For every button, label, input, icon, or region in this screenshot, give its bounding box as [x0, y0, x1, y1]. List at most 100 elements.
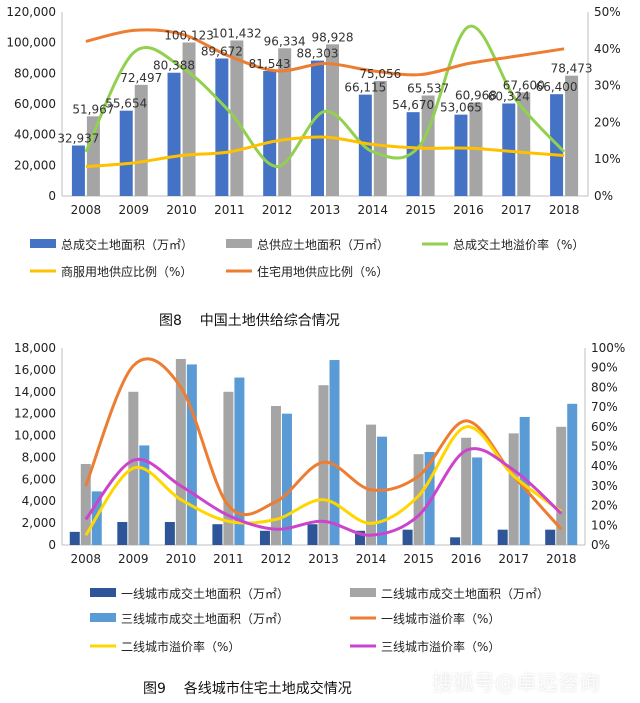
y-tick-label: 12,000 [14, 407, 56, 421]
bar [472, 457, 483, 545]
legend-swatch [90, 613, 116, 622]
series-line [84, 24, 566, 169]
y2-tick-label: 50% [594, 5, 621, 19]
x-tick-label: 2017 [501, 203, 532, 217]
y2-tick-label: 40% [594, 42, 621, 56]
x-tick-label: 2010 [166, 552, 197, 566]
bar [259, 530, 270, 545]
bar [329, 360, 340, 545]
y2-tick-label: 90% [591, 361, 618, 375]
data-label: 66,400 [536, 80, 578, 94]
data-label: 98,928 [312, 30, 354, 44]
bar [71, 145, 85, 196]
y-tick-label: 14,000 [14, 385, 56, 399]
bar [186, 364, 197, 545]
bar [182, 42, 196, 197]
data-label: 65,537 [407, 82, 449, 96]
x-tick-label: 2013 [310, 203, 341, 217]
y-tick-label: 2,000 [22, 516, 56, 530]
legend-label: 住宅用地供应比例（%） [257, 264, 388, 279]
bar [281, 413, 292, 545]
legend-swatch [90, 588, 116, 597]
bar [307, 524, 318, 545]
bar [355, 530, 366, 545]
y-tick-label: 100,000 [6, 36, 56, 50]
bar [373, 80, 387, 196]
data-label: 88,303 [297, 47, 339, 61]
y-tick-label: 120,000 [6, 5, 56, 19]
bar [134, 84, 148, 196]
bar [567, 403, 578, 545]
bar [215, 58, 229, 197]
legend-label: 总供应土地面积（万㎡） [257, 237, 389, 252]
data-label: 66,115 [344, 81, 386, 95]
bar [402, 529, 413, 545]
y2-tick-label: 0% [591, 538, 610, 552]
data-label: 51,967 [72, 102, 114, 116]
legend-label: 三线城市溢价率（%） [381, 639, 500, 654]
bar [366, 424, 377, 545]
bar [545, 529, 556, 545]
data-label: 78,473 [551, 62, 593, 76]
data-label: 101,432 [212, 26, 262, 40]
x-tick-label: 2010 [166, 203, 197, 217]
x-tick-label: 2015 [405, 203, 436, 217]
x-tick-label: 2016 [451, 552, 482, 566]
legend-label: 总成交土地面积（万㎡） [61, 237, 193, 252]
series-line [84, 425, 563, 537]
bar [311, 60, 324, 196]
x-tick-label: 2014 [356, 552, 387, 566]
bar [234, 377, 245, 545]
x-tick-label: 2011 [214, 203, 245, 217]
data-label: 32,937 [57, 131, 99, 145]
watermark-text: 搜狐号@卓远咨询 [432, 671, 600, 695]
bar [565, 75, 579, 196]
legend-label: 总成交土地溢价率（%） [453, 237, 584, 252]
y2-tick-label: 10% [594, 152, 621, 166]
y2-tick-label: 30% [591, 479, 618, 493]
figure-9-caption: 图9 各线城市住宅土地成交情况 [143, 681, 352, 697]
x-tick-label: 2012 [261, 552, 292, 566]
data-label: 96,334 [264, 34, 306, 48]
series-line [85, 135, 565, 169]
x-tick-label: 2014 [358, 203, 389, 217]
series-line [84, 357, 563, 531]
data-label: 81,543 [249, 57, 291, 71]
bar [424, 451, 435, 545]
data-label: 89,672 [201, 45, 243, 59]
data-label: 60,324 [488, 90, 530, 104]
bar [117, 522, 128, 545]
data-label: 67,600 [503, 78, 545, 92]
data-label: 55,654 [105, 97, 147, 111]
y2-tick-label: 20% [594, 115, 621, 129]
y-tick-label: 18,000 [14, 341, 56, 355]
x-tick-label: 2012 [262, 203, 293, 217]
bar [461, 437, 472, 545]
series-line [84, 447, 563, 537]
x-tick-label: 2015 [403, 552, 434, 566]
y2-tick-label: 80% [591, 380, 618, 394]
bar [508, 433, 519, 545]
y2-tick-label: 0% [594, 189, 613, 203]
chart-land-supply-overview: 0 20,000 40,000 60,000 80,000 100,000 120,000 0… [6, 5, 621, 279]
data-label: 80,388 [153, 59, 195, 73]
legend-label: 商服用地供应比例（%） [61, 264, 192, 279]
y2-tick-label: 10% [591, 518, 618, 532]
y2-tick-label: 60% [591, 420, 618, 434]
y2-tick-label: 50% [591, 440, 618, 454]
bar [175, 358, 186, 545]
x-tick-label: 2009 [118, 552, 149, 566]
bar [519, 416, 530, 545]
data-label: 100,123 [164, 28, 214, 42]
x-tick-label: 2018 [549, 203, 580, 217]
bar [517, 92, 531, 196]
bar [413, 454, 424, 545]
legend-label: 一线城市溢价率（%） [381, 611, 500, 626]
y2-tick-label: 30% [594, 79, 621, 93]
y-tick-label: 6,000 [22, 472, 56, 486]
x-tick-label: 2009 [118, 203, 149, 217]
bar [69, 531, 80, 545]
data-label: 54,670 [392, 98, 434, 112]
data-label: 75,056 [359, 67, 401, 81]
